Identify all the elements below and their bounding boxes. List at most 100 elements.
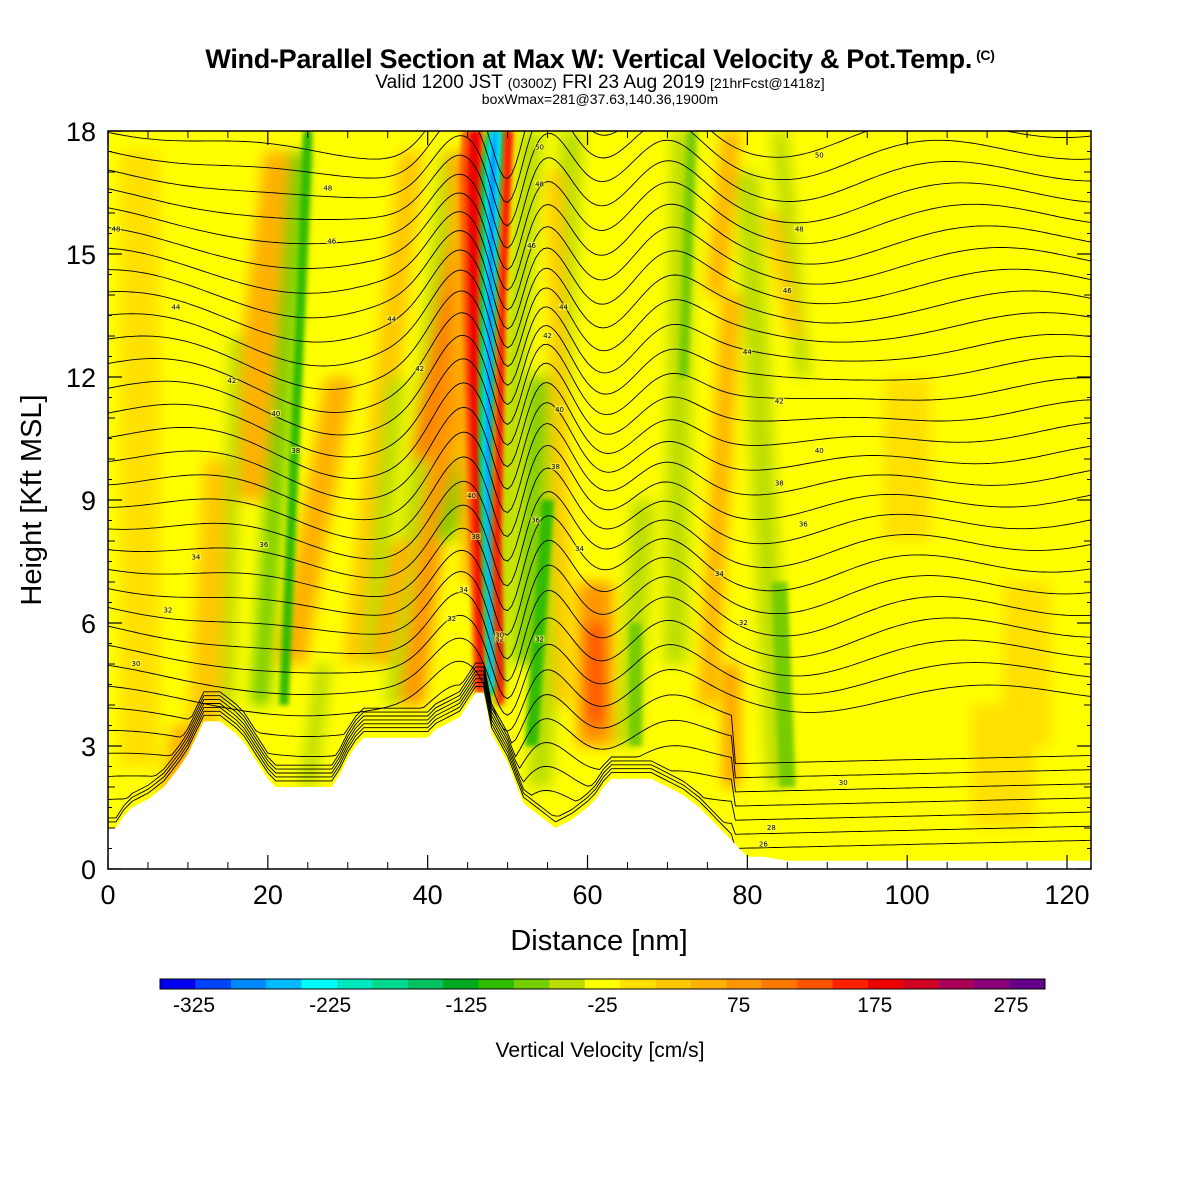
velocity-plume (771, 131, 812, 377)
colorbar-swatch (832, 979, 869, 989)
contour-label: 44 (743, 348, 752, 356)
velocity-plume (223, 151, 304, 500)
contour-label-bg (838, 778, 849, 786)
contour-label-bg (554, 405, 565, 413)
contour-label-bg (414, 364, 425, 372)
contour-label: 50 (815, 152, 824, 160)
colorbar-swatch (691, 979, 727, 989)
contour-label-bg (190, 553, 201, 561)
contour-label-bg (470, 532, 481, 540)
contour-label: 38 (471, 533, 480, 541)
velocity-plume (370, 541, 414, 664)
y-tick-label: 12 (66, 363, 96, 393)
contour-label: 42 (415, 365, 424, 373)
contour-label-bg (226, 377, 237, 385)
contour-label: 42 (227, 377, 236, 385)
contour-label: 34 (575, 545, 584, 553)
couplet-band (495, 131, 511, 705)
theta-contours (108, 131, 1091, 849)
velocity-plume (629, 623, 642, 746)
colorbar-tick-label: 275 (993, 994, 1028, 1017)
contour-label: 38 (775, 480, 784, 488)
contour-label-bg (270, 409, 281, 417)
contour-label: 32 (739, 619, 748, 627)
x-tick-label: 40 (413, 880, 443, 910)
contour-label-bg (738, 619, 749, 626)
x-tick-label: 0 (100, 880, 115, 910)
contour-label-bg (446, 614, 457, 622)
velocity-plume (723, 664, 740, 787)
terrain-mask (108, 692, 1091, 869)
chart-title-text: Wind-Parallel Section at Max W: Vertical… (205, 44, 973, 74)
colorbar-swatch (478, 979, 515, 989)
contour-label-bg (526, 241, 537, 249)
colorbar-swatch (868, 979, 904, 989)
theta-contour-line (108, 192, 1091, 291)
contour-label-bg (558, 303, 569, 311)
theta-contour-line (108, 674, 1091, 807)
theta-contour-line (108, 539, 1091, 636)
contour-label: 44 (171, 303, 180, 311)
theta-contour-line (108, 312, 1091, 413)
colorbar-swatch (938, 979, 975, 989)
contour-label-bg (494, 631, 505, 639)
theta-contour-line (108, 564, 1091, 660)
contour-label-bg (258, 541, 269, 549)
contour-label-bg (814, 446, 825, 454)
colorbar-swatch (620, 979, 657, 989)
contour-label: 48 (535, 180, 544, 188)
colorbar-tick-label: -325 (173, 994, 215, 1017)
contour-label-bg (542, 332, 553, 339)
contour-label-bg (782, 286, 793, 294)
theta-contour-line (108, 230, 1091, 330)
contour-label-bg (290, 446, 301, 454)
x-tick-label: 120 (1044, 880, 1089, 910)
theta-contour-line (108, 660, 1091, 732)
y-tick-label: 0 (81, 855, 96, 885)
theta-contour-line (108, 662, 1091, 765)
contour-label: 32 (535, 635, 544, 643)
velocity-plume (763, 213, 804, 336)
y-tick-label: 3 (81, 732, 96, 762)
colorbar-frame (159, 978, 1046, 990)
contour-label: 34 (191, 553, 200, 561)
colorbar-title: Vertical Velocity [cm/s] (496, 1039, 705, 1062)
colorbar-tick-label: -125 (445, 994, 487, 1017)
valid-date: FRI 23 Aug 2019 (562, 72, 705, 93)
colorbar-tick-label: -225 (309, 994, 351, 1017)
colorbar-swatch (974, 979, 1011, 989)
colorbar-swatch (337, 979, 373, 989)
theta-contour-line (108, 382, 1091, 479)
colorbar-swatch (443, 979, 480, 989)
x-tick-label: 100 (885, 880, 930, 910)
colorbar-swatch (407, 979, 444, 989)
colorbar-swatch (195, 979, 232, 989)
contour-label-bg (534, 180, 545, 188)
contour-label: 34 (715, 570, 724, 578)
velocity-plume (771, 582, 796, 787)
contour-label-bg (386, 315, 397, 323)
contour-label-bg (758, 840, 769, 848)
box-max-info: boxWmax=281@37.63,140.36,1900m (481, 91, 719, 107)
contour-label-bg (170, 303, 181, 311)
contour-label-bg (798, 520, 809, 528)
velocity-plume (279, 131, 313, 705)
theta-contour-line (108, 670, 1091, 793)
theta-contour-line (108, 358, 1091, 458)
couplet-band (485, 131, 498, 685)
theta-contour-line (108, 173, 1091, 271)
theta-contour-line (108, 131, 1091, 180)
contour-label-bg (162, 606, 173, 614)
valid-zulu: (0300Z) (507, 75, 557, 91)
colorbar-swatch (514, 979, 550, 989)
velocity-plume (362, 377, 406, 664)
y-tick-label: 18 (66, 117, 96, 147)
contour-label: 28 (767, 824, 776, 832)
colorbar-swatch (301, 979, 338, 989)
chart-title-block: Wind-Parallel Section at Max W: Vertical… (0, 40, 1200, 106)
colorbar-swatch (903, 979, 940, 989)
valid-time: Valid 1200 JST (0300Z) FRI 23 Aug 2019 [… (0, 72, 1200, 93)
